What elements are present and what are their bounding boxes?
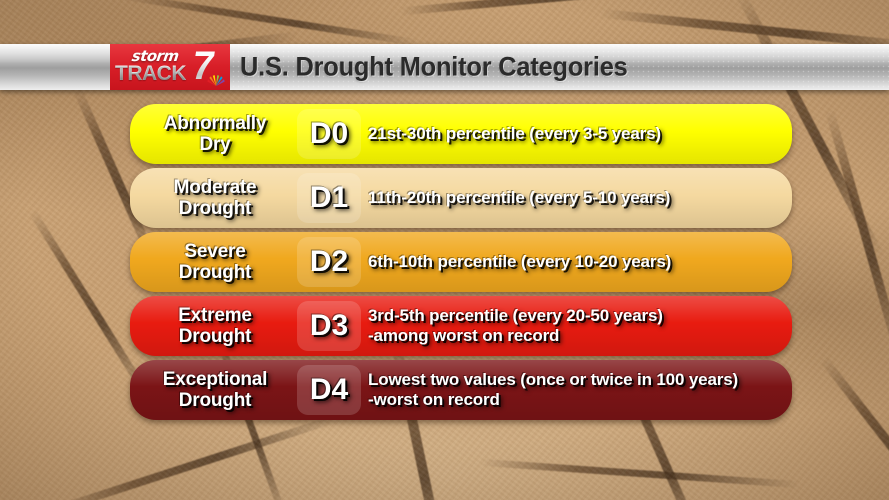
code-badge-plate [297, 109, 361, 159]
category-label-line2: Dry [199, 134, 231, 155]
description-line2: -worst on record [368, 390, 500, 409]
page-title: U.S. Drought Monitor Categories [240, 51, 628, 82]
drought-code-badge: D4 [309, 373, 349, 406]
description-line1: Lowest two values (once or twice in 100 … [368, 370, 739, 389]
drought-code-badge: D0 [309, 117, 349, 150]
code-badge-plate [297, 365, 361, 415]
drought-code-badge: D1 [309, 181, 349, 214]
drought-category-row: Extreme Drought D3 3rd-5th percentile (ever… [130, 296, 792, 356]
code-badge-plate [297, 301, 361, 351]
drought-category-row: Severe Drought D2 6th-10th percentile (ever… [130, 232, 792, 292]
code-badge-plate [297, 237, 361, 287]
description-line1: 11th-20th percentile (every 5-10 years) [368, 188, 671, 207]
storm-track-7-logo: storm TRACK 7 [110, 44, 230, 90]
description-line1: 6th-10th percentile (every 10-20 years) [368, 252, 672, 271]
category-label-line1: Exceptional [162, 369, 268, 390]
category-label-line2: Drought [178, 262, 252, 283]
category-description: 6th-10th percentile (every 10-20 years) [368, 252, 671, 272]
category-label-line1: Extreme [178, 305, 252, 326]
drought-category-row: Moderate Drought D1 11th-20th percentile (e… [130, 168, 792, 228]
description-line1: 3rd-5th percentile (every 20-50 years) [368, 306, 663, 325]
category-label: Moderate Drought [140, 177, 290, 219]
category-description: Lowest two values (once or twice in 100 … [368, 370, 738, 410]
category-description: 21st-30th percentile (every 3-5 years) [368, 124, 661, 144]
category-label-line1: Moderate [173, 177, 257, 198]
drought-code-badge: D2 [309, 245, 349, 278]
drought-code-badge: D3 [309, 309, 349, 342]
category-label: Extreme Drought [140, 305, 290, 347]
nbc-peacock-icon [207, 75, 225, 86]
description-line2: -among worst on record [368, 326, 560, 345]
category-label: Abnormally Dry [140, 113, 290, 155]
category-label-line2: Drought [178, 198, 252, 219]
logo-track-text: TRACK [115, 62, 187, 85]
drought-category-row: Exceptional Drought D4 Lowest two values (o… [130, 360, 792, 420]
code-badge-plate [297, 173, 361, 223]
category-label-line1: Severe [184, 241, 246, 262]
drought-category-list: Abnormally Dry D0 21st-30th percentile (eve… [0, 104, 889, 424]
category-description: 3rd-5th percentile (every 20-50 years) -a… [368, 306, 663, 346]
category-label: Exceptional Drought [140, 369, 290, 411]
description-line1: 21st-30th percentile (every 3-5 years) [368, 124, 661, 143]
category-label-line2: Drought [178, 390, 252, 411]
category-label: Severe Drought [140, 241, 290, 283]
drought-category-row: Abnormally Dry D0 21st-30th percentile (eve… [130, 104, 792, 164]
category-label-line2: Drought [178, 326, 252, 347]
category-description: 11th-20th percentile (every 5-10 years) [368, 188, 670, 208]
category-label-line1: Abnormally [163, 113, 267, 134]
